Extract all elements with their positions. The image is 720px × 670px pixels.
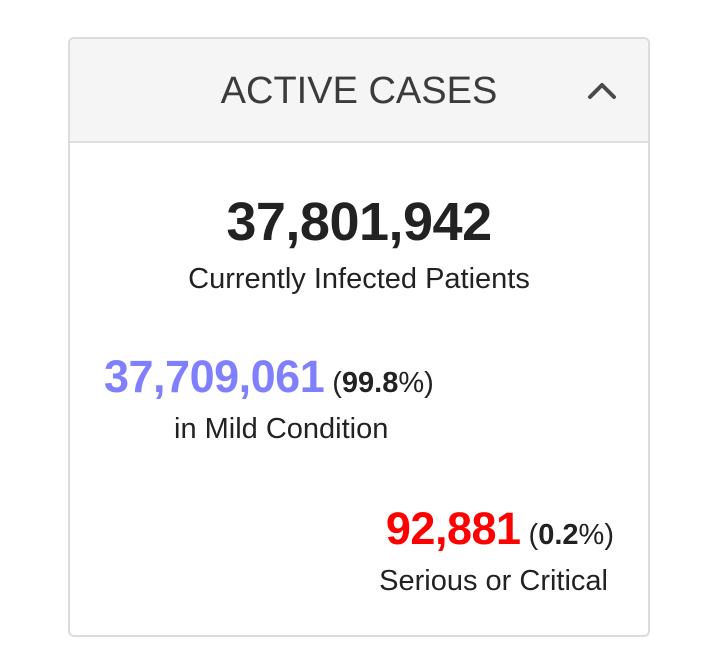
mild-percent-suffix: %)	[398, 367, 434, 399]
serious-percent-suffix: %)	[578, 519, 614, 551]
serious-percent-value: 0.2	[538, 519, 579, 551]
collapse-button[interactable]	[582, 73, 622, 109]
currently-infected-label: Currently Infected Patients	[188, 263, 530, 295]
serious-critical-label: Serious or Critical	[379, 565, 608, 597]
serious-open-paren: (	[528, 519, 539, 551]
mild-condition-label: in Mild Condition	[174, 413, 389, 445]
serious-critical-stat: 92,881 (0.2%)	[386, 503, 614, 555]
card-header[interactable]: ACTIVE CASES	[70, 39, 648, 143]
mild-condition-count: 37,709,061	[104, 351, 325, 402]
card-title: ACTIVE CASES	[220, 70, 498, 112]
serious-critical-percent: (0.2%)	[529, 519, 614, 551]
mild-condition-percent: (99.8%)	[332, 367, 434, 399]
mild-condition-stat: 37,709,061 (99.8%)	[104, 351, 434, 403]
serious-critical-count: 92,881	[385, 503, 521, 554]
mild-open-paren: (	[332, 367, 342, 399]
chevron-up-icon	[588, 83, 616, 99]
currently-infected-count: 37,801,942	[226, 192, 492, 252]
mild-percent-value: 99.8	[341, 367, 399, 399]
active-cases-card: ACTIVE CASES 37,801,942 Currently Infect…	[68, 37, 650, 637]
